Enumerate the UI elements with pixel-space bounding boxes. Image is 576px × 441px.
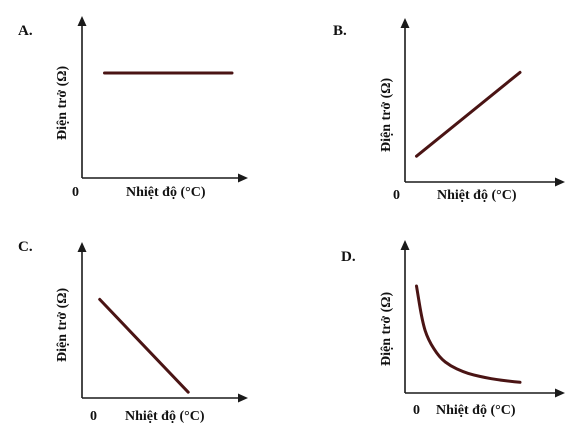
panel-a-y-axis-arrow — [77, 16, 87, 26]
panel-letter-a: A. — [18, 23, 33, 39]
panel-d-origin-label: 0 — [413, 403, 420, 418]
panel-letter-b: B. — [333, 23, 347, 39]
panel-c-origin-label: 0 — [90, 409, 97, 424]
panel-d-y-label: Điện trở (Ω) — [379, 291, 394, 366]
panel-b-x-label: Nhiệt độ (°C) — [437, 188, 517, 203]
panel-d: D. 0 Nhiệt độ (°C) Điện trở (Ω) — [341, 240, 565, 418]
panel-d-x-axis-arrow — [555, 388, 565, 398]
panel-a-y-label: Điện trở (Ω) — [55, 65, 70, 140]
panel-c-x-label: Nhiệt độ (°C) — [125, 409, 205, 424]
panel-b-y-axis-arrow — [400, 18, 410, 28]
panel-d-y-axis-arrow — [400, 240, 410, 250]
panel-a-x-label: Nhiệt độ (°C) — [126, 185, 206, 200]
panel-letter-c: C. — [18, 239, 33, 255]
panel-d-x-label: Nhiệt độ (°C) — [436, 403, 516, 418]
panel-b-x-axis-arrow — [555, 177, 565, 187]
panel-b: B. 0 Nhiệt độ (°C) Điện trở (Ω) — [333, 18, 565, 203]
panel-b-origin-label: 0 — [393, 188, 400, 203]
panel-c-series-line — [98, 297, 190, 394]
panel-a-x-axis-arrow — [238, 173, 248, 183]
panel-c-y-axis-arrow — [77, 242, 87, 252]
panel-a-origin-label: 0 — [72, 185, 79, 200]
panel-c-x-axis-arrow — [238, 393, 248, 403]
panel-c: C. 0 Nhiệt độ (°C) Điện trở (Ω) — [18, 239, 248, 424]
panel-b-y-label: Điện trở (Ω) — [379, 77, 394, 152]
panel-a: A. 0 Nhiệt độ (°C) Điện trở (Ω) — [18, 16, 248, 200]
panel-c-y-label: Điện trở (Ω) — [55, 287, 70, 362]
panel-letter-d: D. — [341, 249, 356, 265]
panel-d-series-line — [415, 284, 522, 384]
panel-b-series-line — [415, 70, 522, 158]
